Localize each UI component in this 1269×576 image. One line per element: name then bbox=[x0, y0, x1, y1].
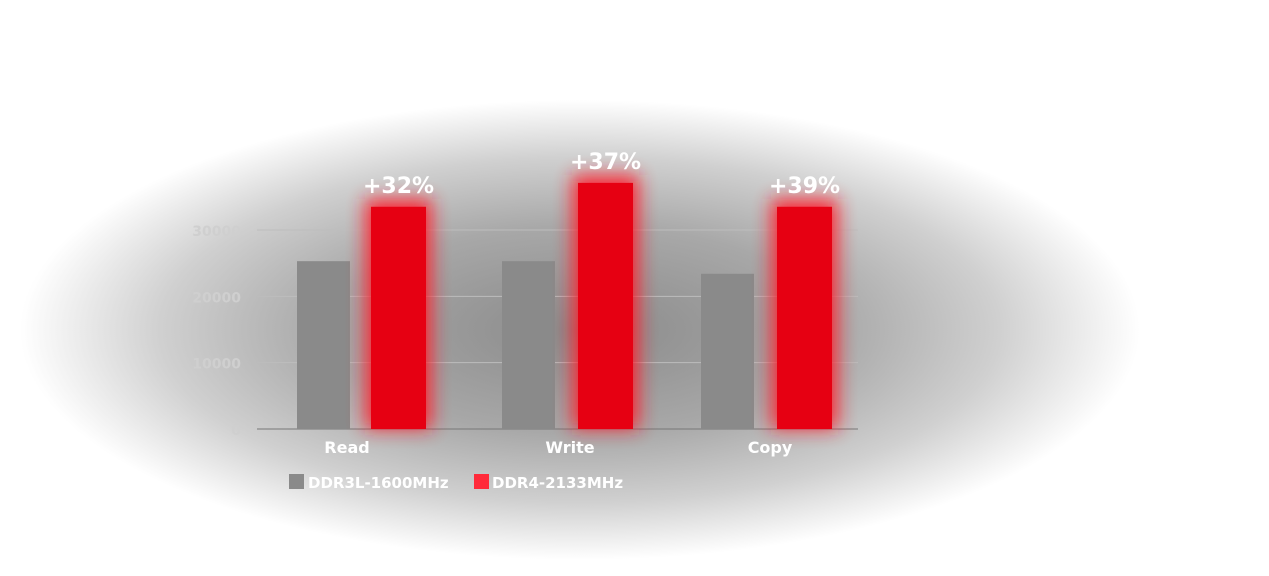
data-label: +32% bbox=[363, 174, 434, 199]
y-tick-label: 0 bbox=[231, 423, 241, 439]
bar-ddr3l-write bbox=[502, 261, 555, 429]
bar-ddr3l-copy bbox=[701, 273, 754, 429]
data-label: +39% bbox=[769, 174, 840, 199]
bar-ddr4-read bbox=[371, 206, 426, 429]
data-label: +37% bbox=[570, 150, 641, 175]
legend-label-ddr4: DDR4-2133MHz bbox=[492, 474, 623, 492]
y-tick-label: 20000 bbox=[192, 290, 241, 306]
y-tick-label: 10000 bbox=[192, 357, 241, 373]
x-category-label: Copy bbox=[748, 438, 793, 457]
legend-label-ddr3l: DDR3L-1600MHz bbox=[308, 474, 449, 492]
bar-ddr4-write bbox=[578, 182, 633, 429]
y-tick-label: 30000 bbox=[192, 224, 241, 240]
bar-ddr4-copy bbox=[777, 206, 832, 429]
legend-swatch-ddr4 bbox=[474, 474, 489, 489]
legend-swatch-ddr3l bbox=[289, 474, 304, 489]
bar-ddr3l-read bbox=[297, 261, 350, 429]
x-category-label: Write bbox=[545, 438, 594, 457]
x-category-label: Read bbox=[324, 438, 369, 457]
